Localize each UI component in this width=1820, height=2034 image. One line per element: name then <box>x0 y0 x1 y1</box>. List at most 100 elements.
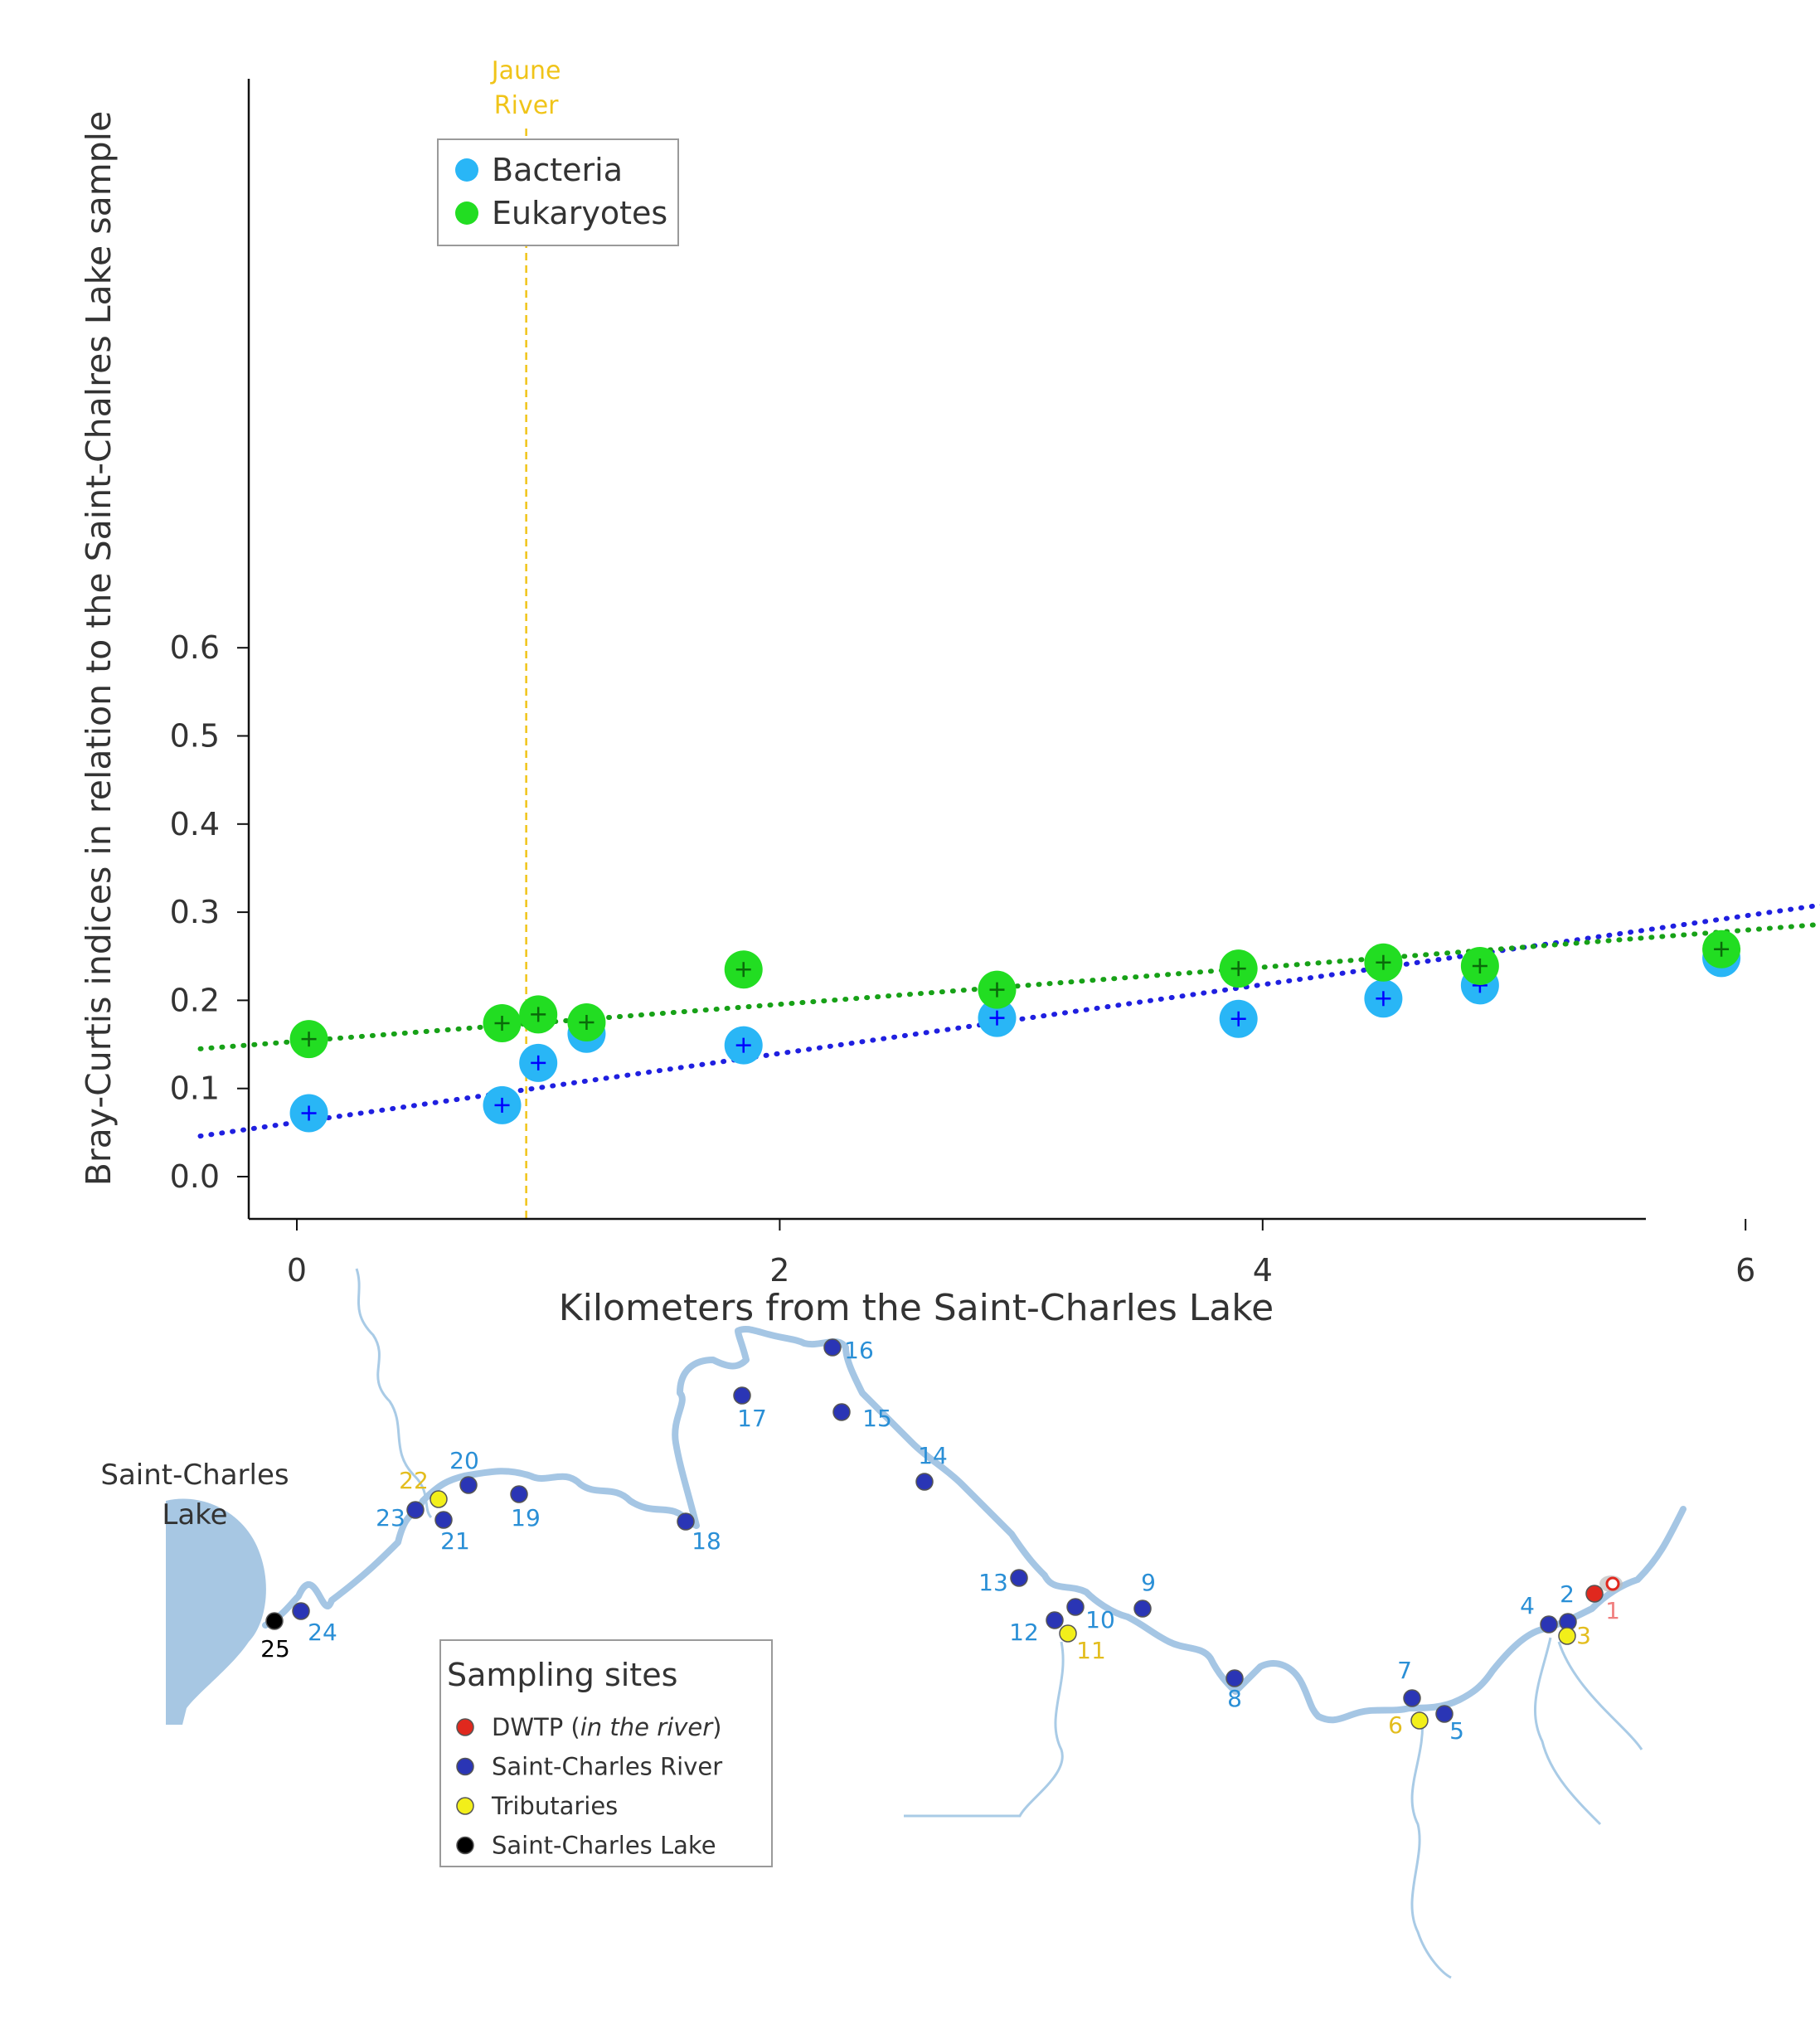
bacteria-point <box>1364 979 1403 1018</box>
map-legend-marker <box>456 1718 474 1736</box>
legend-bacteria-label: Bacteria <box>492 152 623 188</box>
map-site-10: 10 <box>1066 1598 1115 1634</box>
map-site-19: 19 <box>510 1485 541 1532</box>
map-site-marker <box>1585 1585 1604 1603</box>
map-site-marker <box>733 1386 751 1405</box>
map-site-25: 25 <box>260 1612 290 1663</box>
bacteria-point <box>519 1043 558 1082</box>
lake-label-line-2: Lake <box>162 1498 227 1532</box>
map-site-label: 9 <box>1141 1569 1156 1596</box>
eukaryotes-point <box>567 1002 606 1041</box>
map-site-marker <box>430 1490 448 1508</box>
map-site-label: 11 <box>1076 1637 1106 1664</box>
x-tick-label: 6 <box>1735 1252 1755 1289</box>
data-points <box>289 930 1741 1133</box>
map-site-13: 13 <box>978 1569 1028 1596</box>
eukaryotes-point <box>978 970 1017 1009</box>
eukaryotes-point <box>483 1004 522 1043</box>
map-site-label: 12 <box>1009 1619 1039 1646</box>
map-site-label: 13 <box>978 1569 1008 1596</box>
map-site-1: 1 <box>1585 1575 1623 1624</box>
map-site-5: 5 <box>1435 1705 1464 1745</box>
map-site-marker <box>1059 1624 1077 1643</box>
map-site-label: 21 <box>440 1527 470 1555</box>
river-map: 1234567891011121314151617181920212223242… <box>100 1268 1687 1979</box>
map-site-marker <box>915 1473 934 1491</box>
y-tick-label: 0.0 <box>170 1158 220 1195</box>
trendlines <box>197 902 1820 1139</box>
map-site-marker <box>1066 1598 1085 1616</box>
y-ticks: 0.0 0.1 0.2 0.3 0.4 0.5 0.6 <box>170 629 249 1195</box>
map-site-11: 11 <box>1059 1624 1106 1664</box>
map-site-18: 18 <box>677 1512 721 1555</box>
map-site-15: 15 <box>832 1403 892 1432</box>
map-site-12: 12 <box>1009 1611 1064 1646</box>
map-site-16: 16 <box>823 1337 874 1364</box>
tributary-streams <box>355 1268 1643 1979</box>
y-tick-label: 0.6 <box>170 629 220 666</box>
legend-eukaryotes-label: Eukaryotes <box>492 195 667 231</box>
map-site-marker <box>823 1338 842 1357</box>
map-site-marker <box>1410 1711 1429 1730</box>
map-site-label: 5 <box>1449 1717 1464 1745</box>
eukaryotes-point <box>724 950 763 989</box>
map-legend-marker <box>456 1757 474 1776</box>
map-legend-box <box>439 1639 773 1867</box>
map-site-6: 6 <box>1388 1711 1429 1739</box>
bacteria-point <box>1219 999 1258 1038</box>
map-site-8: 8 <box>1225 1669 1244 1712</box>
reference-line-label: Jaune <box>490 56 561 85</box>
map-site-marker <box>1046 1611 1064 1629</box>
map-site-marker <box>1225 1669 1244 1687</box>
map-legend-label: DWTP (in the river) <box>492 1713 721 1741</box>
map-site-label: 15 <box>862 1405 892 1432</box>
eukaryotes-point <box>519 995 558 1034</box>
map-site-17: 17 <box>733 1386 767 1432</box>
map-site-7: 7 <box>1397 1657 1421 1707</box>
reference-line-label: River <box>494 91 559 120</box>
map-site-9: 9 <box>1133 1569 1156 1618</box>
map-site-marker <box>265 1612 284 1630</box>
map-legend-marker <box>456 1797 474 1815</box>
y-tick-label: 0.4 <box>170 806 220 842</box>
bacteria-point <box>289 1094 328 1133</box>
y-axis-label: Bray-Curtis indices in relation to the S… <box>79 111 119 1187</box>
map-site-marker <box>1403 1689 1421 1707</box>
x-tick-label: 2 <box>769 1252 789 1289</box>
x-axis-label: Kilometers from the Saint-Charles Lake <box>559 1287 1274 1329</box>
map-legend-title: Sampling sites <box>447 1657 677 1693</box>
legend-eukaryotes-marker <box>455 201 478 225</box>
map-legend-label: Saint-Charles River <box>492 1753 722 1781</box>
eukaryotes-point <box>1460 946 1499 985</box>
map-site-marker <box>1558 1627 1576 1645</box>
map-site-label: 14 <box>918 1442 948 1469</box>
map-legend: Sampling sites DWTP (in the river) Saint-… <box>439 1639 773 1867</box>
map-site-label: 16 <box>844 1337 874 1364</box>
map-site-label: 18 <box>692 1527 721 1555</box>
map-site-3: 3 <box>1558 1622 1591 1649</box>
lake-label-line-1: Saint-Charles <box>100 1459 289 1492</box>
chart-legend-box <box>437 138 679 246</box>
map-site-marker <box>510 1485 528 1503</box>
x-tick-label: 4 <box>1253 1252 1273 1289</box>
map-site-marker <box>832 1403 851 1421</box>
map-site-21: 21 <box>434 1511 470 1555</box>
map-legend-label: Tributaries <box>491 1792 618 1820</box>
map-site-marker <box>292 1602 310 1620</box>
map-site-marker <box>459 1476 478 1494</box>
y-tick-label: 0.3 <box>170 894 220 930</box>
map-site-label: 25 <box>260 1635 290 1663</box>
eukaryotes-point <box>1219 949 1258 988</box>
map-site-label: 23 <box>376 1504 405 1532</box>
map-sites: 1234567891011121314151617181920212223242… <box>260 1337 1623 1745</box>
y-tick-label: 0.5 <box>170 718 220 755</box>
eukaryotes-point <box>289 1020 328 1059</box>
x-ticks: 0246810 <box>287 1219 1755 1289</box>
map-site-marker <box>1010 1569 1028 1587</box>
map-site-2: 2 <box>1559 1580 1577 1631</box>
reference-lines: JauneRiverdes Eaux FraîchesStreamNelsonR… <box>490 56 561 1219</box>
legend-bacteria-marker <box>455 158 478 182</box>
map-site-label: 4 <box>1520 1592 1535 1619</box>
map-legend-marker <box>456 1836 474 1855</box>
